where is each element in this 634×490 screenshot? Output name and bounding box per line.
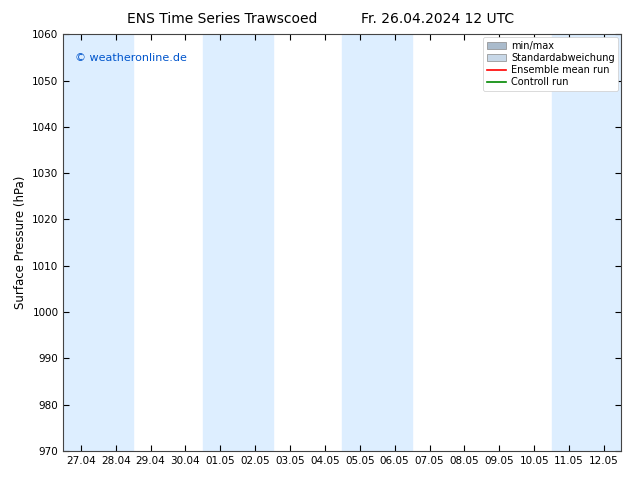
Bar: [552, 34, 621, 451]
Bar: [63, 34, 133, 451]
Y-axis label: Surface Pressure (hPa): Surface Pressure (hPa): [14, 176, 27, 309]
Text: ENS Time Series Trawscoed: ENS Time Series Trawscoed: [127, 12, 317, 26]
Legend: min/max, Standardabweichung, Ensemble mean run, Controll run: min/max, Standardabweichung, Ensemble me…: [482, 37, 618, 91]
Text: Fr. 26.04.2024 12 UTC: Fr. 26.04.2024 12 UTC: [361, 12, 514, 26]
Bar: [203, 34, 273, 451]
Text: © weatheronline.de: © weatheronline.de: [75, 53, 186, 63]
Bar: [342, 34, 412, 451]
